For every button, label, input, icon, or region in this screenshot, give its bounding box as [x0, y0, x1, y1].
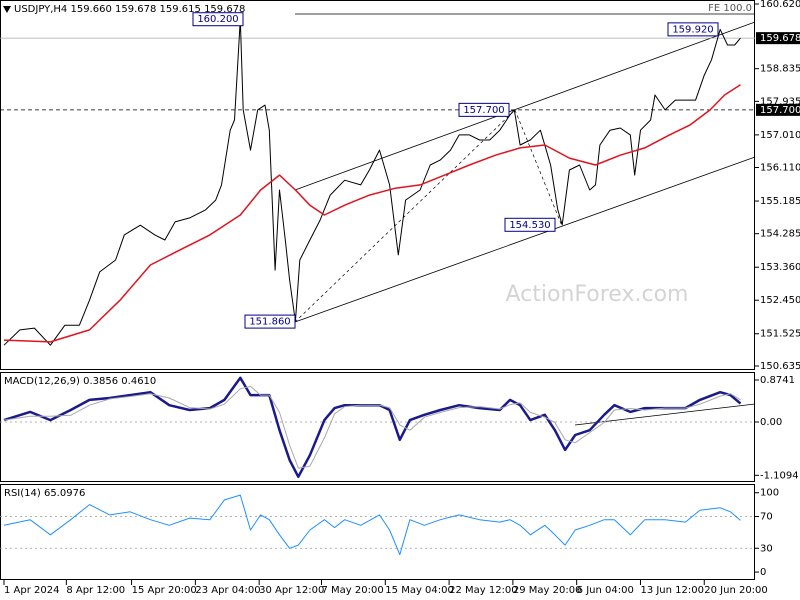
series-line	[3, 18, 741, 346]
annotation-label: 160.200	[197, 14, 238, 25]
panel-title: RSI(14) 65.0976	[4, 488, 85, 499]
rsi-panel	[0, 484, 755, 580]
y-tick-label: 153.360	[760, 262, 800, 273]
price-panel	[0, 0, 755, 370]
x-tick-label: 15 May 04:00	[385, 585, 454, 596]
channel-upper	[294, 21, 756, 191]
series-line	[3, 494, 741, 556]
annotation-label: 159.920	[672, 24, 713, 35]
y-tick-label: 157.010	[760, 130, 800, 141]
last-price-box	[756, 32, 800, 45]
y-tick-label: 158.835	[760, 64, 800, 75]
fe-label: FE 100.0	[708, 3, 752, 14]
channel-lower	[294, 156, 756, 323]
x-tick-label: 8 Apr 12:00	[66, 585, 125, 596]
annotation-label: 151.860	[249, 317, 290, 328]
y-tick-label: 30	[760, 543, 773, 554]
symbol-icon	[3, 6, 11, 13]
projection-line	[514, 109, 563, 227]
last-price-label: 159.678	[760, 33, 800, 44]
series-line	[3, 385, 741, 469]
panel-title: MACD(12,26,9) 0.3856 0.4610	[4, 376, 156, 387]
y-tick-label: 156.110	[760, 163, 800, 174]
y-tick-label: 160.620	[760, 0, 800, 10]
x-tick-label: 13 Jun 12:00	[640, 585, 704, 596]
y-tick-label: 152.450	[760, 295, 800, 306]
annotation-box	[667, 22, 719, 37]
y-tick-label: 100	[760, 488, 779, 499]
y-tick-label: 155.185	[760, 196, 800, 207]
y-tick-label: 70	[760, 512, 773, 523]
level-label-box	[756, 103, 800, 116]
x-tick-label: 7 May 20:00	[322, 585, 384, 596]
series-line	[3, 84, 741, 343]
y-tick-label: 157.935	[760, 96, 800, 107]
panel-title: USDJPY,H4 159.660 159.678 159.615 159.67…	[14, 4, 245, 15]
projection-line	[294, 109, 516, 323]
x-tick-label: 30 Apr 12:00	[259, 585, 324, 596]
watermark: ActionForex.com	[506, 282, 689, 307]
x-tick-label: 6 Jun 04:00	[577, 585, 634, 596]
series-line	[3, 376, 742, 479]
x-tick-label: 29 May 20:00	[513, 585, 582, 596]
y-tick-label: 0.00	[760, 417, 782, 428]
annotation-label: 154.530	[509, 220, 550, 231]
annotation-box	[192, 12, 244, 27]
y-tick-label: 0	[760, 567, 766, 578]
annotation-box	[244, 314, 296, 329]
y-tick-label: 151.525	[760, 329, 800, 340]
y-tick-label: 154.285	[760, 229, 800, 240]
x-tick-label: 15 Apr 20:00	[132, 585, 197, 596]
annotation-label: 157.700	[463, 105, 504, 116]
y-tick-label: 150.635	[760, 361, 800, 372]
y-tick-label: 0.8741	[760, 375, 795, 386]
macd-panel	[0, 372, 755, 482]
x-tick-label: 23 Apr 04:00	[195, 585, 260, 596]
annotation-box	[504, 217, 556, 232]
y-tick-label: -1.1094	[760, 470, 799, 481]
annotation-box	[458, 102, 510, 117]
level-label: 157.700	[760, 105, 800, 116]
x-tick-label: 20 Jun 20:00	[704, 585, 768, 596]
x-tick-label: 22 May 12:00	[449, 585, 518, 596]
x-tick-label: 1 Apr 2024	[4, 585, 59, 596]
